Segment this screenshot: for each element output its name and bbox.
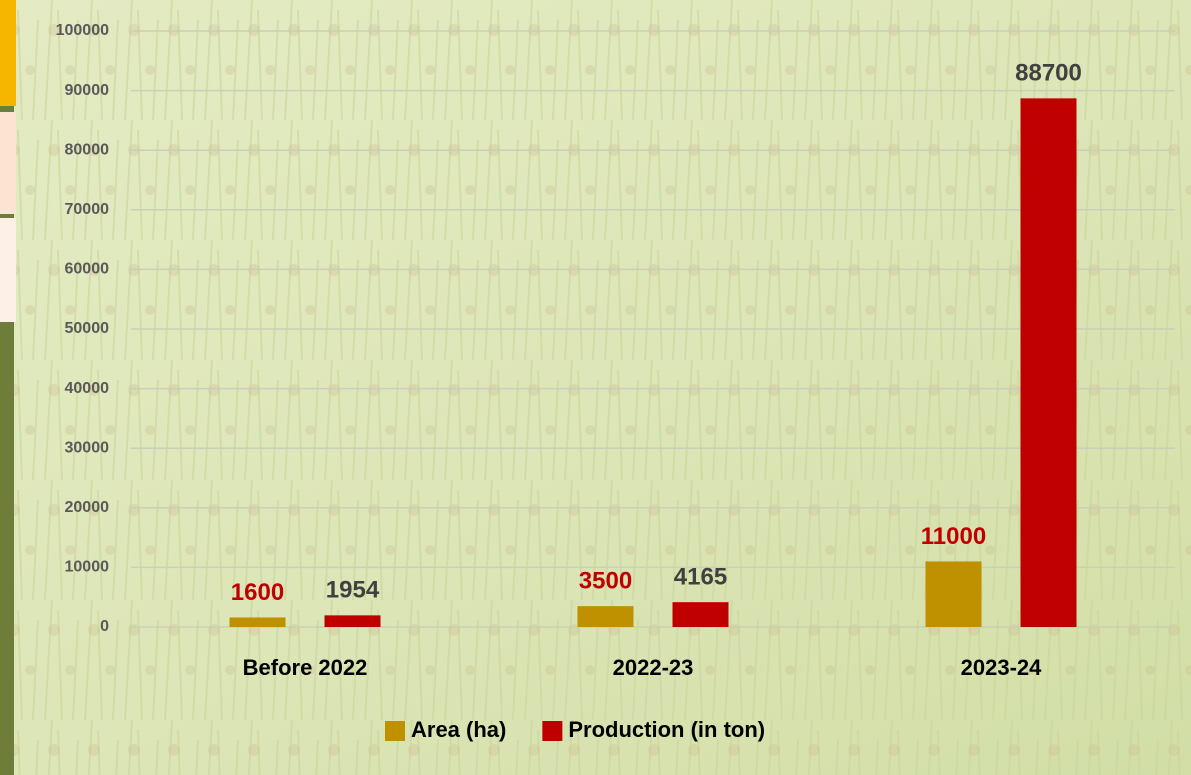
y-tick-label: 90000: [65, 82, 110, 99]
y-tick-label: 100000: [56, 22, 109, 39]
side-box: [0, 112, 16, 214]
data-label: 88700: [1015, 60, 1082, 87]
x-tick-label: 2023-24: [961, 655, 1043, 680]
legend-swatch: [385, 721, 405, 741]
bar: [1021, 98, 1077, 627]
legend-label: Production (in ton): [568, 717, 765, 742]
y-tick-label: 30000: [65, 439, 110, 456]
legend-swatch: [542, 721, 562, 741]
page: 0 10000 20000 30000 40000 50000 60000 70000 8000…: [0, 0, 1191, 775]
chart: 0 10000 20000 30000 40000 50000 60000 70000 8000…: [0, 0, 1191, 775]
y-tick-label: 60000: [65, 261, 110, 278]
legend-label: Area (ha): [411, 717, 506, 742]
data-label: 11000: [921, 523, 986, 550]
data-label: 4165: [674, 564, 727, 591]
x-tick-label: Before 2022: [243, 655, 368, 680]
bar: [230, 617, 286, 627]
data-label: 3500: [579, 567, 632, 594]
y-tick-label: 50000: [65, 320, 110, 337]
y-tick-label: 20000: [65, 499, 110, 516]
y-tick-label: 40000: [65, 380, 110, 397]
bar: [325, 615, 381, 627]
x-tick-label: 2022-23: [613, 655, 694, 680]
y-tick-label: 80000: [65, 141, 110, 158]
bar: [926, 561, 982, 627]
y-tick-label: 0: [100, 618, 109, 635]
side-box: [0, 0, 16, 106]
bar: [673, 602, 729, 627]
side-box: [0, 218, 16, 322]
bar: [578, 606, 634, 627]
y-tick-label: 10000: [65, 559, 110, 576]
data-label: 1600: [231, 579, 284, 606]
data-label: 1954: [326, 577, 380, 604]
y-tick-label: 70000: [65, 201, 110, 218]
